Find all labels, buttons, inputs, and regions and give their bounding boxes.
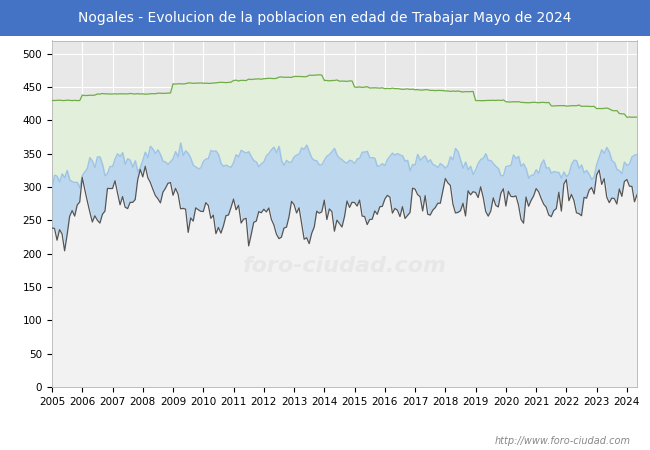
Text: foro-ciudad.com: foro-ciudad.com <box>242 256 447 276</box>
Text: http://www.foro-ciudad.com: http://www.foro-ciudad.com <box>495 436 630 446</box>
Text: Nogales - Evolucion de la poblacion en edad de Trabajar Mayo de 2024: Nogales - Evolucion de la poblacion en e… <box>78 11 572 25</box>
